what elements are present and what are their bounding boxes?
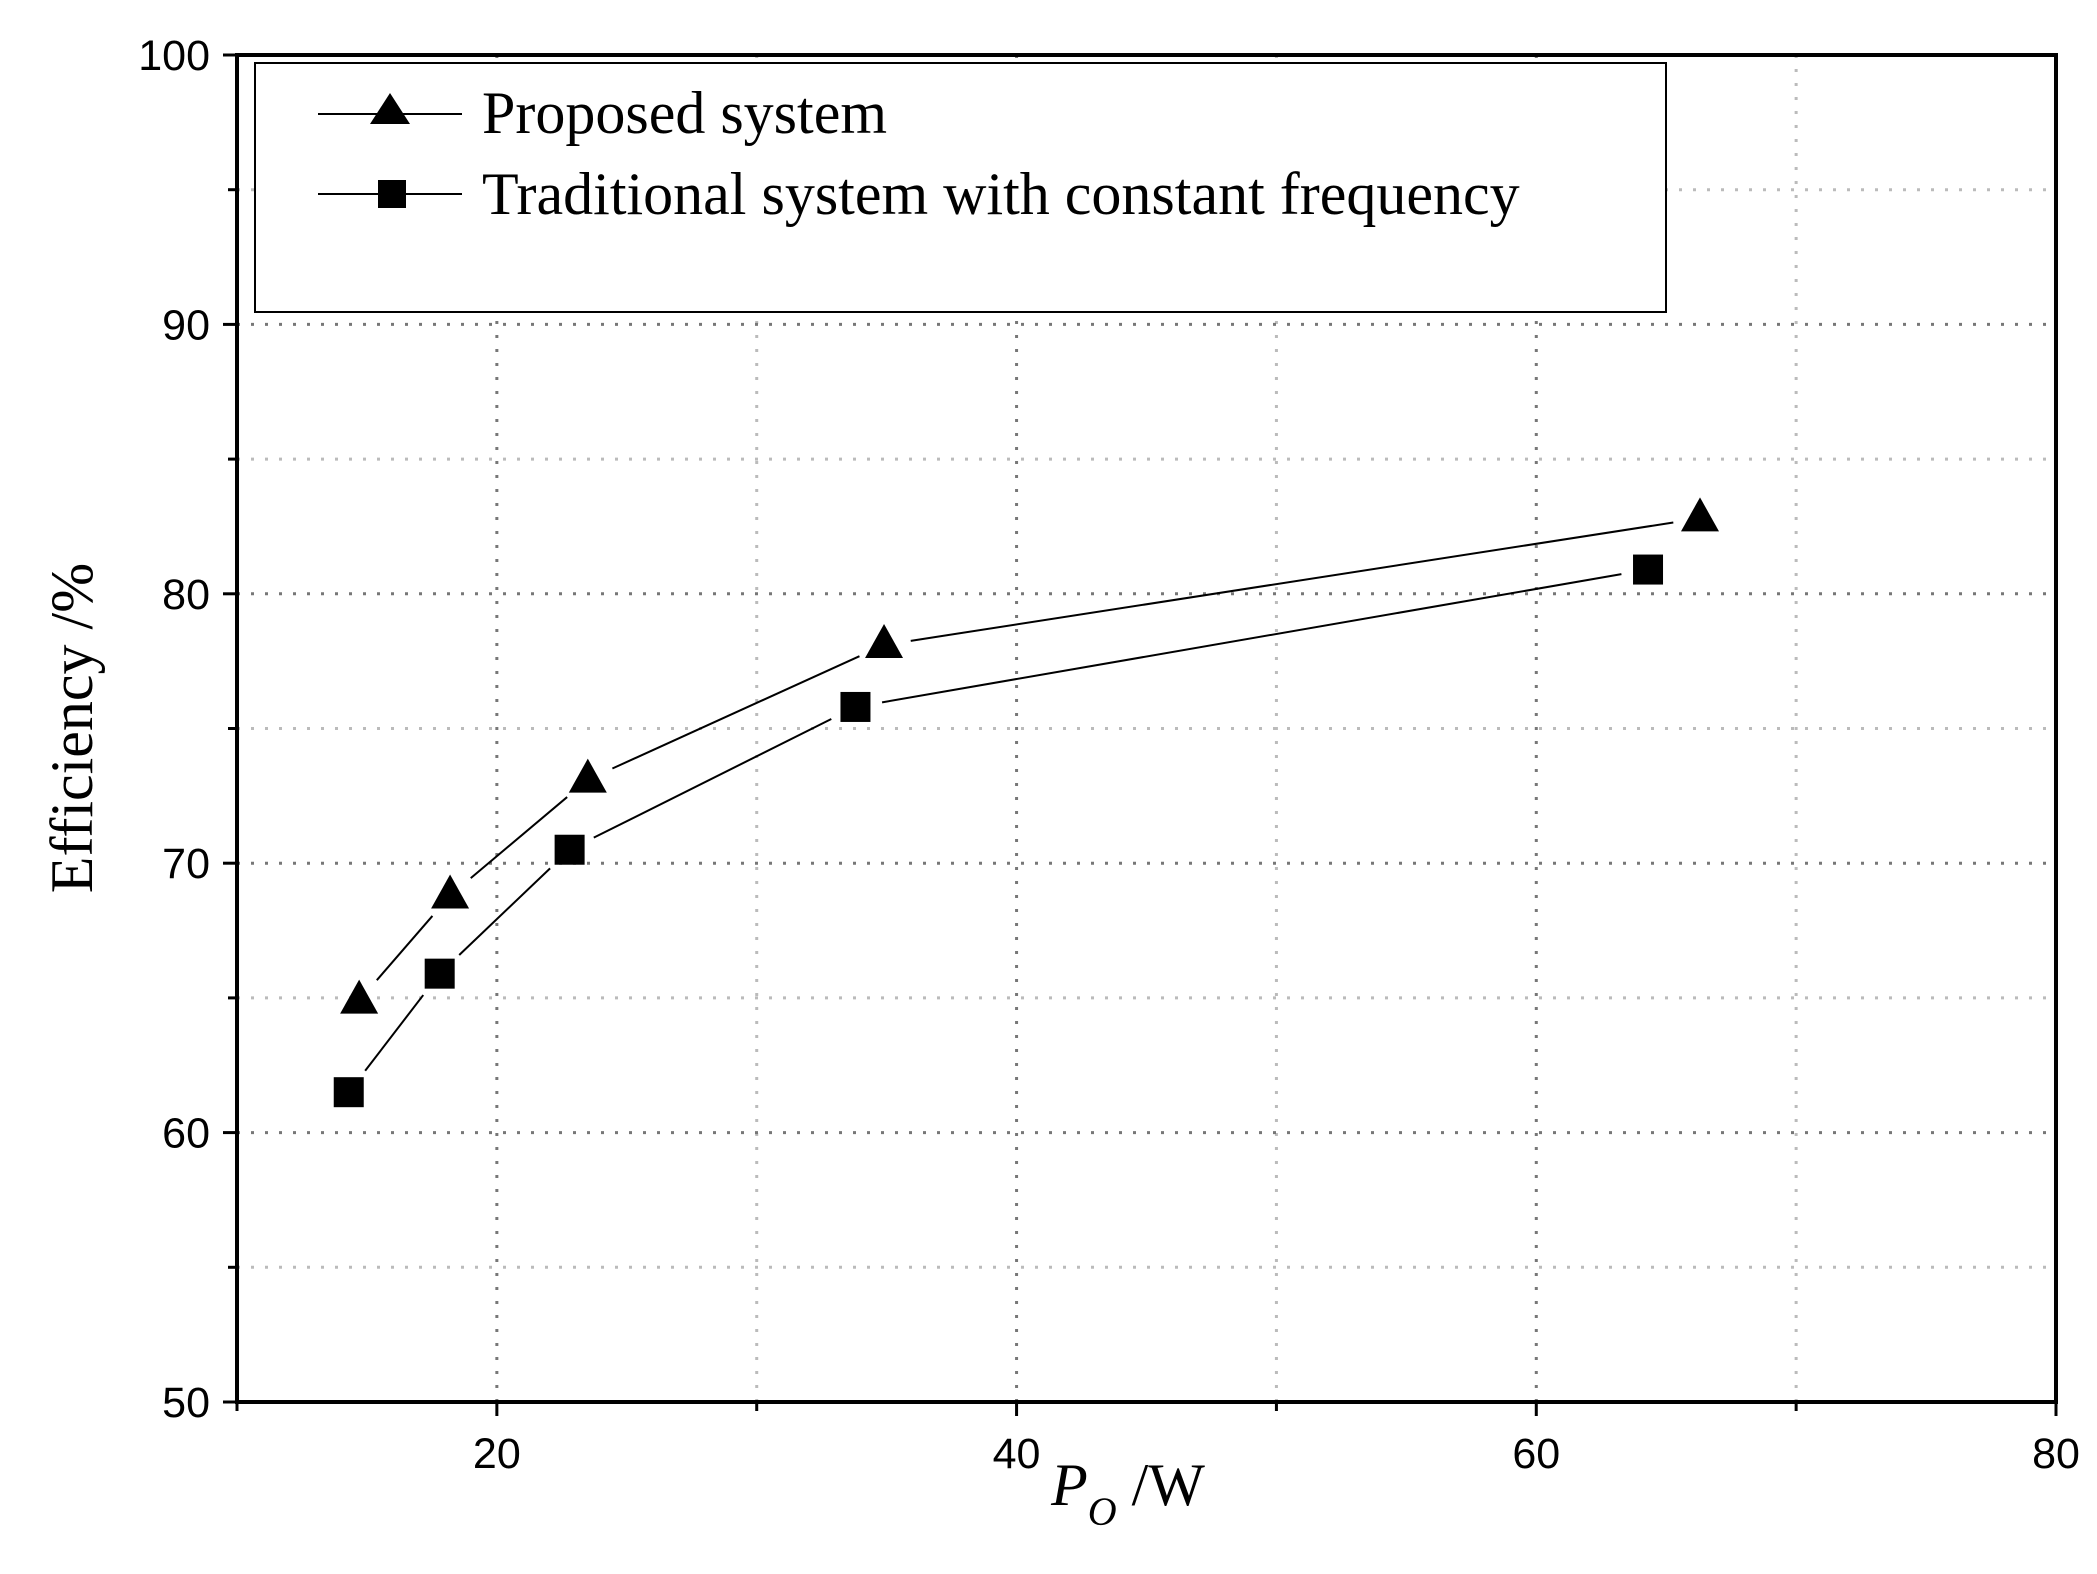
series-0-point xyxy=(865,623,904,658)
tick-labels: 20 40 60 80 50 60 70 80 90 100 xyxy=(138,32,2080,1478)
series-0-segment xyxy=(376,915,434,981)
y-tick-label: 70 xyxy=(162,840,210,888)
series-1-segment xyxy=(881,573,1622,704)
x-axis-title: PO /W xyxy=(1050,1452,1205,1534)
series-0-segment xyxy=(611,655,860,770)
series-1-point xyxy=(840,691,871,722)
legend-box xyxy=(254,62,1667,313)
y-tick-label: 50 xyxy=(162,1379,210,1427)
x-tick-label: 20 xyxy=(473,1430,521,1478)
x-tick-label: 80 xyxy=(2032,1430,2080,1478)
series-1-point xyxy=(333,1077,364,1108)
series-1-point xyxy=(1633,554,1664,585)
x-axis-title-unit: /W xyxy=(1117,1452,1206,1518)
x-tick-label: 40 xyxy=(993,1430,1041,1478)
series-layer xyxy=(333,497,1719,1108)
legend-label-proposed: Proposed system xyxy=(482,80,887,146)
x-axis-title-main: P xyxy=(1050,1452,1088,1518)
legend-marker-triangle xyxy=(370,93,410,124)
legend-label-traditional: Traditional system with constant frequen… xyxy=(482,161,1520,227)
legend: Proposed system Traditional system with … xyxy=(254,62,1667,313)
y-axis-title: Efficiency /% xyxy=(39,563,105,893)
series-1-segment xyxy=(593,718,832,839)
series-0-point xyxy=(568,758,607,793)
series-0-segment xyxy=(470,796,568,879)
y-tick-label: 90 xyxy=(162,301,210,349)
series-1-segment xyxy=(458,867,551,956)
series-1-segment xyxy=(364,994,425,1072)
y-tick-label: 100 xyxy=(138,32,210,80)
y-tick-label: 60 xyxy=(162,1110,210,1158)
series-1-point xyxy=(554,834,585,865)
series-0-segment xyxy=(910,521,1674,642)
y-tick-label: 80 xyxy=(162,571,210,619)
series-0-point xyxy=(340,979,379,1014)
x-axis-title-sub: O xyxy=(1088,1489,1117,1534)
series-0-point xyxy=(431,874,470,909)
series-1-point xyxy=(424,958,455,989)
axis-ticks xyxy=(223,53,2058,1416)
x-tick-label: 60 xyxy=(1512,1430,1560,1478)
series-0-point xyxy=(1680,497,1719,532)
legend-marker-square xyxy=(378,180,406,208)
